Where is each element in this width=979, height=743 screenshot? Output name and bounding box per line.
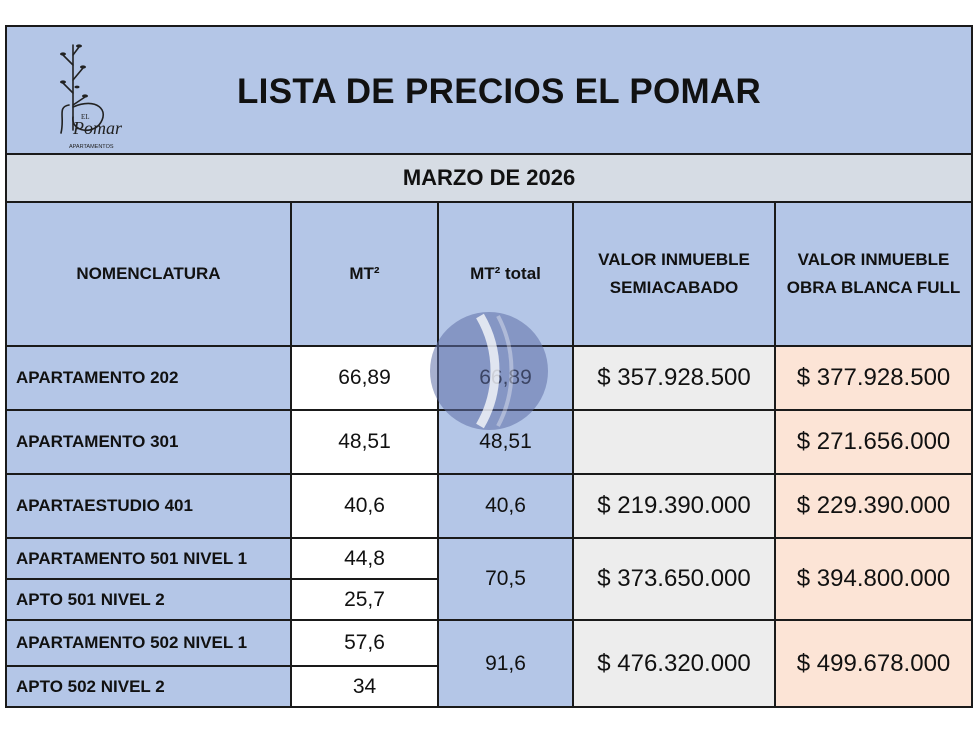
title-banner: EL Pomar APARTAMENTOS LISTA DE PRECIOS E… <box>4 25 974 155</box>
mt2-value: 48,51 <box>290 409 439 475</box>
mt2-total-value: 48,51 <box>437 409 574 475</box>
mt2-value: 66,89 <box>290 345 439 411</box>
unit-name: APARTAMENTO 501 NIVEL 1 <box>5 537 292 580</box>
unit-name: APARTAMENTO 301 <box>5 409 292 475</box>
col-header-valor-obra-blanca: VALOR INMUEBLE OBRA BLANCA FULL <box>773 201 974 347</box>
price-obra-blanca: $ 271.656.000 <box>773 409 974 475</box>
table-row: APARTAMENTO 301 48,51 48,51 $ 271.656.00… <box>5 409 974 475</box>
unit-name: APARTAESTUDIO 401 <box>5 473 292 539</box>
price-obra-blanca: $ 499.678.000 <box>773 619 974 708</box>
mt2-value: 25,7 <box>290 578 439 621</box>
col-header-semi-line1: VALOR INMUEBLE <box>598 250 750 269</box>
price-obra-blanca: $ 394.800.000 <box>773 537 974 621</box>
price-semiacabado: $ 476.320.000 <box>572 619 776 708</box>
mt2-value: 57,6 <box>290 619 439 667</box>
price-obra-blanca: $ 229.390.000 <box>773 473 974 539</box>
price-semiacabado <box>572 409 776 475</box>
table-row: APARTAMENTO 202 66,89 66,89 $ 357.928.50… <box>5 345 974 411</box>
table-row: APARTAESTUDIO 401 40,6 40,6 $ 219.390.00… <box>5 473 974 539</box>
col-header-full-line1: VALOR INMUEBLE <box>797 250 950 269</box>
unit-name: APARTAMENTO 202 <box>5 345 292 411</box>
table-row: APARTAMENTO 502 NIVEL 1 57,6 91,6 $ 476.… <box>5 619 974 708</box>
mt2-total-value: 70,5 <box>437 537 574 621</box>
table-row: APTO 502 NIVEL 2 34 <box>5 665 972 708</box>
price-semiacabado: $ 373.650.000 <box>572 537 776 621</box>
table-row: APTO 501 NIVEL 2 25,7 <box>5 578 972 621</box>
price-semiacabado: $ 219.390.000 <box>572 473 776 539</box>
mt2-value: 34 <box>290 665 439 708</box>
mt2-total-value: 66,89 <box>437 345 574 411</box>
mt2-total-value: 40,6 <box>437 473 574 539</box>
unit-name: APTO 502 NIVEL 2 <box>5 665 292 708</box>
date-label: MARZO DE 2026 <box>4 153 974 203</box>
col-header-mt2: MT² <box>290 201 439 347</box>
el-pomar-logo: EL Pomar APARTAMENTOS <box>60 44 123 150</box>
price-table: EL Pomar APARTAMENTOS LISTA DE PRECIOS E… <box>4 25 974 708</box>
mt2-value: 44,8 <box>290 537 439 580</box>
unit-name: APARTAMENTO 502 NIVEL 1 <box>5 619 292 667</box>
col-header-valor-semiacabado: VALOR INMUEBLE SEMIACABADO <box>572 201 776 347</box>
col-header-nomenclatura: NOMENCLATURA <box>5 201 292 347</box>
svg-text:APARTAMENTOS: APARTAMENTOS <box>69 144 114 150</box>
price-obra-blanca: $ 377.928.500 <box>773 345 974 411</box>
mt2-value: 40,6 <box>290 473 439 539</box>
table-row: APARTAMENTO 501 NIVEL 1 44,8 70,5 $ 373.… <box>5 537 974 621</box>
col-header-full-line2: OBRA BLANCA FULL <box>786 278 961 297</box>
col-header-mt2-total: MT² total <box>437 201 574 347</box>
svg-text:Pomar: Pomar <box>72 118 123 138</box>
mt2-total-value: 91,6 <box>437 619 574 708</box>
unit-name: APTO 501 NIVEL 2 <box>5 578 292 621</box>
price-list-sheet: EL Pomar APARTAMENTOS LISTA DE PRECIOS E… <box>4 25 974 716</box>
col-header-semi-line2: SEMIACABADO <box>609 278 739 297</box>
page-title: LISTA DE PRECIOS EL POMAR <box>237 72 762 111</box>
price-semiacabado: $ 357.928.500 <box>572 345 776 411</box>
svg-text:EL: EL <box>81 113 90 121</box>
